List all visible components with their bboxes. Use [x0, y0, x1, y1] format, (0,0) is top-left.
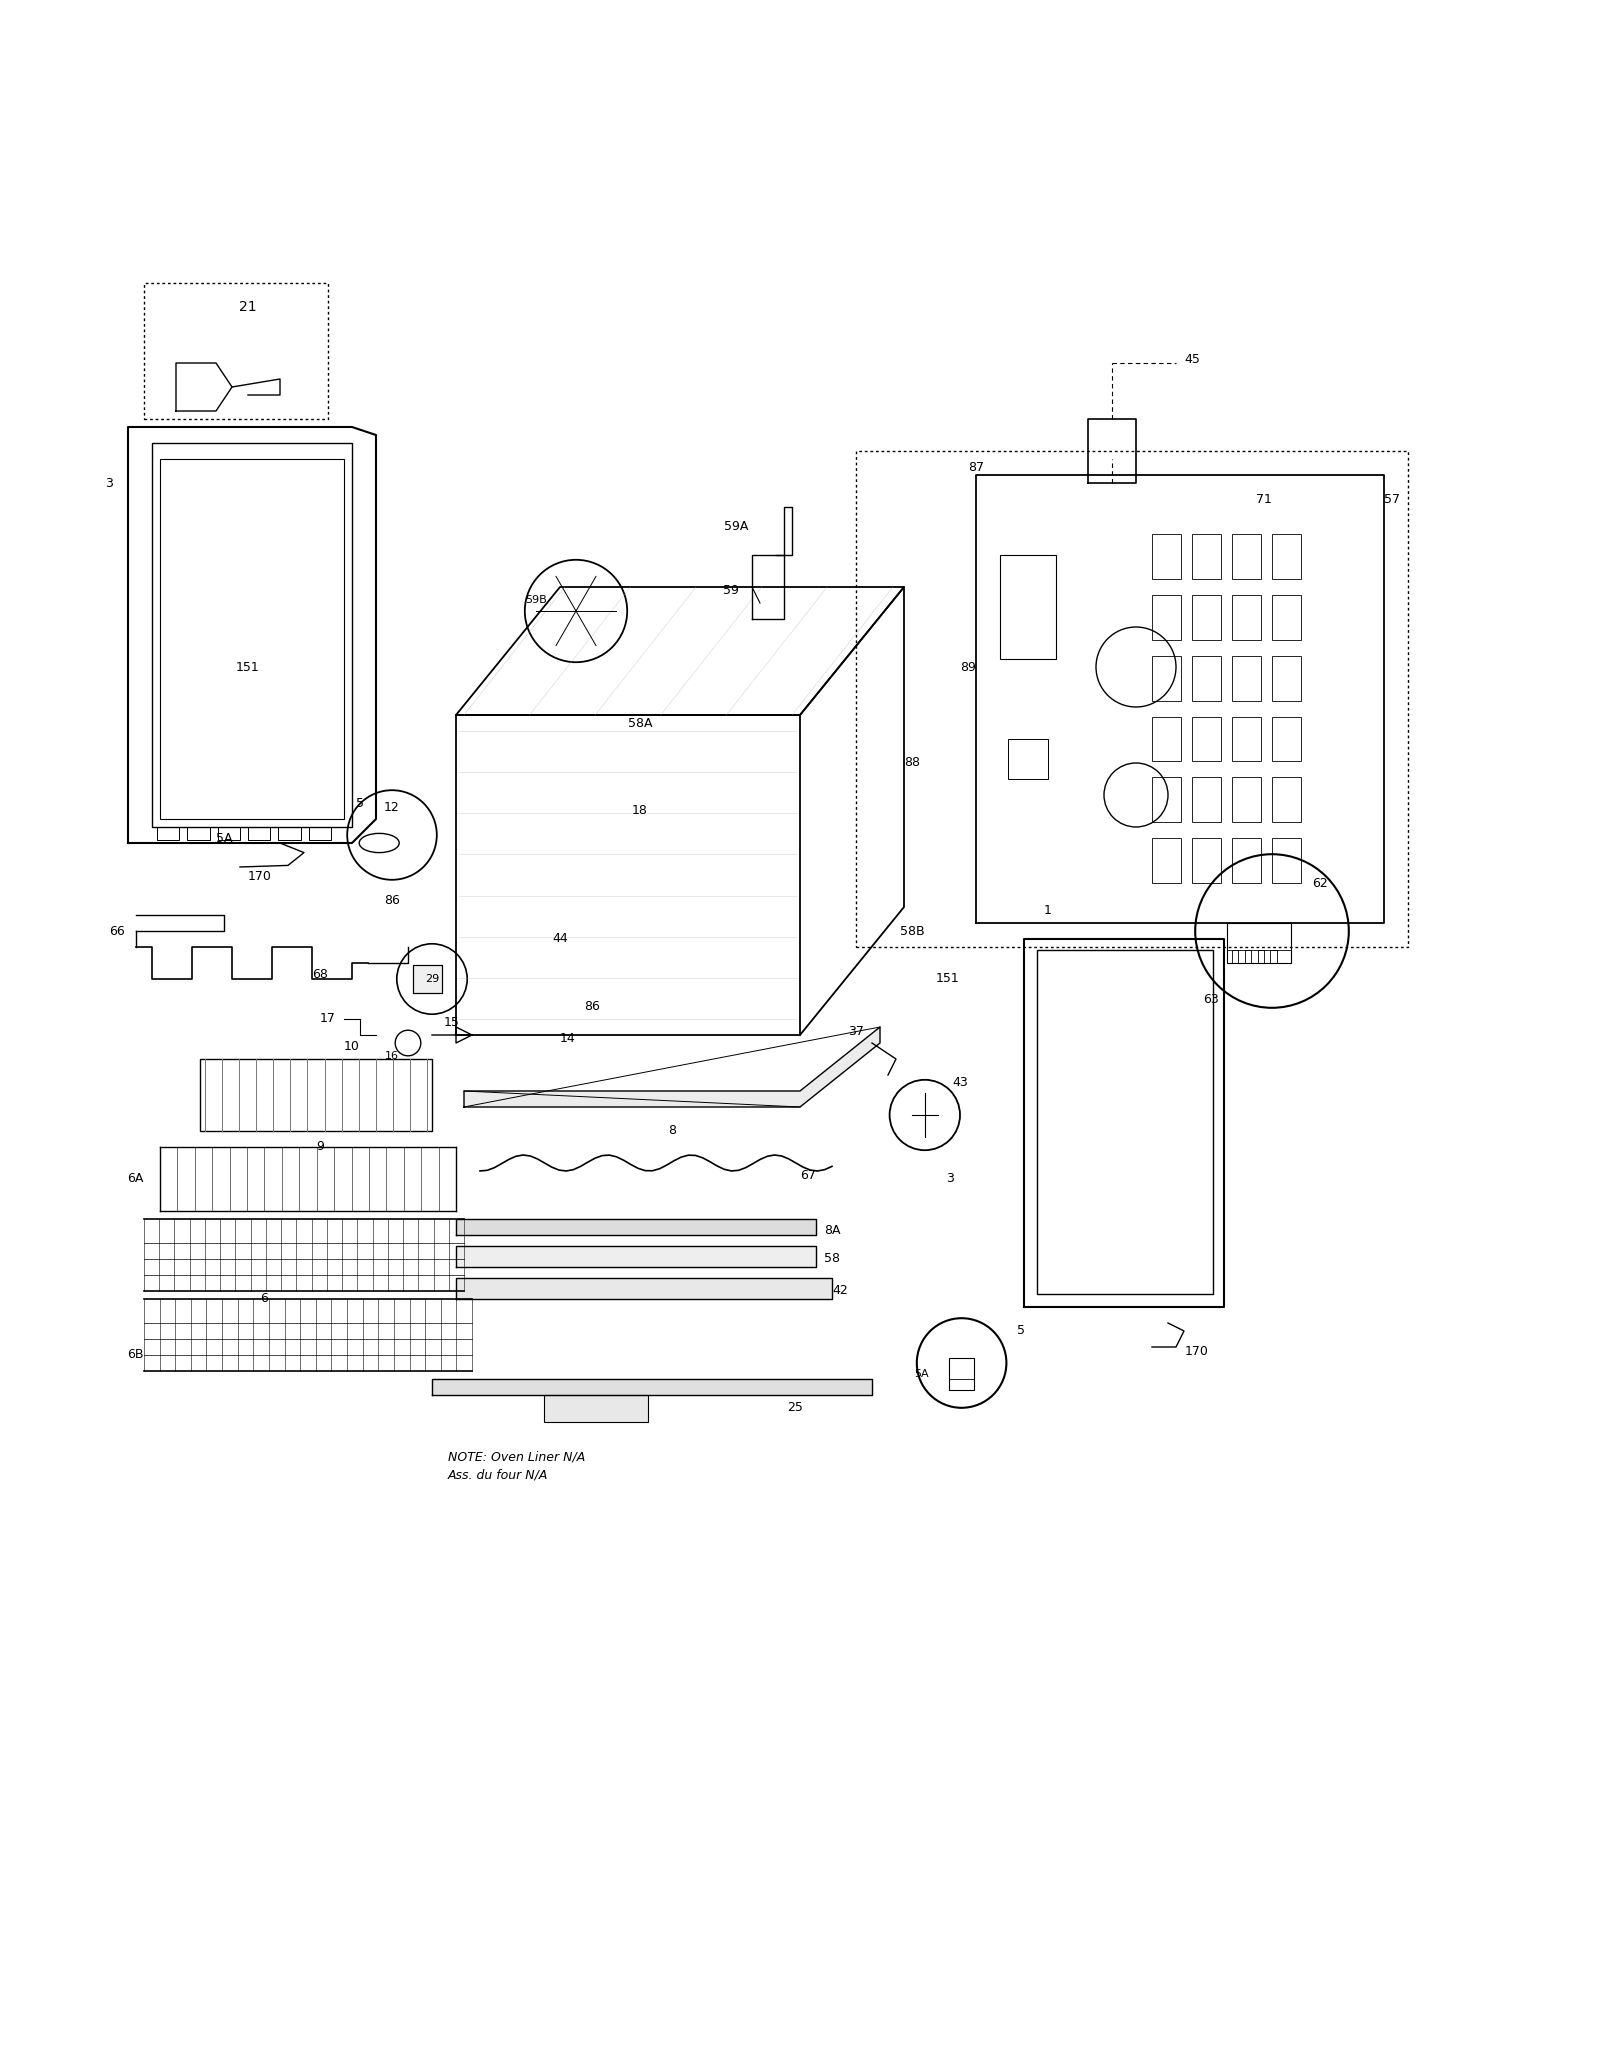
Bar [1192, 656, 1221, 700]
Text: 88: 88 [904, 756, 920, 770]
Text: 12: 12 [384, 801, 400, 814]
Bar [1192, 716, 1221, 762]
Bar [1232, 534, 1261, 580]
Bar [187, 828, 210, 840]
Text: 58A: 58A [627, 716, 653, 729]
Bar [157, 828, 179, 840]
Bar [1037, 950, 1213, 1294]
Bar [1152, 656, 1181, 700]
Text: 170: 170 [248, 869, 270, 884]
Text: 66: 66 [109, 925, 125, 938]
Bar [1192, 778, 1221, 822]
Bar [278, 828, 301, 840]
Bar [1232, 656, 1261, 700]
Text: NOTE: Oven Liner N/A
Ass. du four N/A: NOTE: Oven Liner N/A Ass. du four N/A [448, 1451, 586, 1482]
Text: 5A: 5A [914, 1368, 930, 1379]
Text: 87: 87 [968, 460, 984, 474]
Bar [1232, 778, 1261, 822]
Bar [1152, 838, 1181, 884]
Bar [1192, 594, 1221, 640]
Text: 59A: 59A [725, 520, 749, 532]
Text: 151: 151 [237, 660, 259, 673]
Text: 21: 21 [238, 300, 258, 315]
Text: 59B: 59B [525, 594, 547, 604]
Bar [1227, 923, 1291, 963]
Text: 170: 170 [1186, 1346, 1208, 1358]
Bar [1232, 594, 1261, 640]
Bar [856, 451, 1408, 946]
Text: 14: 14 [560, 1031, 576, 1045]
Text: 44: 44 [552, 932, 568, 946]
Text: 29: 29 [426, 975, 438, 983]
Text: 68: 68 [312, 967, 328, 981]
Text: 8: 8 [669, 1124, 675, 1138]
Polygon shape [432, 1379, 872, 1395]
Bar [1152, 594, 1181, 640]
Text: 16: 16 [386, 1052, 398, 1060]
Bar [1192, 838, 1221, 884]
Text: 63: 63 [1203, 994, 1219, 1006]
Text: 6: 6 [261, 1292, 267, 1306]
Text: 86: 86 [384, 894, 400, 907]
Text: 62: 62 [1312, 876, 1328, 890]
Bar [1272, 778, 1301, 822]
Text: 5A: 5A [216, 832, 232, 845]
Bar [200, 1060, 432, 1130]
Bar [1272, 716, 1301, 762]
Text: 151: 151 [936, 973, 958, 985]
Text: 3: 3 [947, 1172, 954, 1186]
Text: 1: 1 [1045, 905, 1051, 917]
Polygon shape [456, 1277, 832, 1300]
Bar [1272, 656, 1301, 700]
Text: 37: 37 [848, 1025, 864, 1039]
Bar [1008, 739, 1048, 778]
Text: 67: 67 [800, 1170, 816, 1182]
Bar [1192, 534, 1221, 580]
Bar [144, 284, 328, 418]
Text: 3: 3 [106, 476, 112, 489]
Text: 6B: 6B [128, 1348, 144, 1362]
Bar [544, 1395, 648, 1422]
Text: 6A: 6A [128, 1172, 144, 1186]
Text: 5: 5 [1018, 1325, 1026, 1337]
Text: 57: 57 [1384, 493, 1400, 505]
Text: 5: 5 [355, 797, 365, 809]
Bar [160, 460, 344, 820]
Bar [309, 828, 331, 840]
Bar [152, 443, 352, 828]
Bar [248, 828, 270, 840]
Polygon shape [464, 1027, 880, 1107]
Text: 58B: 58B [899, 925, 925, 938]
Text: 45: 45 [1184, 354, 1200, 366]
Text: 42: 42 [832, 1285, 848, 1298]
Text: 25: 25 [787, 1401, 803, 1414]
Bar [1272, 838, 1301, 884]
Bar [1272, 594, 1301, 640]
Text: 15: 15 [443, 1016, 459, 1029]
Bar [1232, 838, 1261, 884]
Text: 8A: 8A [824, 1223, 840, 1236]
Text: 10: 10 [344, 1039, 360, 1054]
Bar [1232, 716, 1261, 762]
Bar [949, 1358, 974, 1391]
Bar [218, 828, 240, 840]
Bar [1152, 778, 1181, 822]
Bar [413, 965, 442, 994]
Polygon shape [456, 1219, 816, 1236]
Text: 89: 89 [960, 660, 976, 673]
Text: 9: 9 [317, 1141, 323, 1153]
Bar [1272, 534, 1301, 580]
Text: 43: 43 [952, 1076, 968, 1089]
Text: 86: 86 [584, 1000, 600, 1012]
Text: 58: 58 [824, 1252, 840, 1265]
Text: 17: 17 [320, 1012, 336, 1025]
Bar [1152, 716, 1181, 762]
Bar [1000, 555, 1056, 658]
Text: 59: 59 [723, 584, 739, 596]
Bar [1152, 534, 1181, 580]
Text: 71: 71 [1256, 493, 1272, 505]
Polygon shape [456, 1246, 816, 1267]
Text: 18: 18 [632, 805, 648, 818]
